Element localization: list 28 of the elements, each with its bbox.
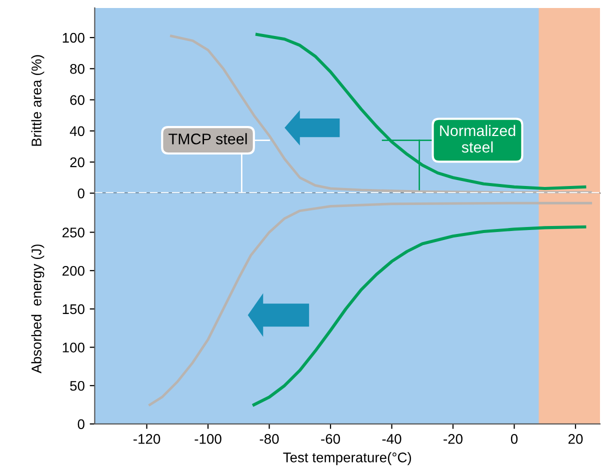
y-axis-title: Absorbed energy (J) — [31, 244, 44, 374]
y-tick-label: 80 — [70, 64, 84, 74]
y-tick-label: 20 — [70, 157, 84, 168]
y-tick-label: 200 — [62, 266, 84, 276]
line-series — [252, 225, 586, 406]
y-tick-label: 250 — [62, 228, 84, 238]
x-tick-label: 0 — [510, 434, 518, 444]
x-axis-title: Test temperature(°C) — [283, 452, 412, 466]
x-tick-label: -80 — [260, 434, 279, 444]
y-tick-label: 50 — [70, 380, 84, 391]
y-tick-label: 0 — [78, 419, 84, 430]
x-tick-label: -20 — [444, 434, 462, 444]
y-tick-label: 150 — [62, 304, 84, 314]
line-series — [255, 32, 586, 190]
series-label: TMCP steel — [168, 133, 247, 144]
x-tick-label: 20 — [568, 434, 583, 444]
x-tick-label: -60 — [321, 434, 340, 444]
y-tick-label: 100 — [62, 32, 84, 43]
y-tick-label: 60 — [70, 95, 84, 105]
x-tick-label: -100 — [194, 434, 222, 444]
y-tick-label: 40 — [70, 126, 84, 136]
line-series — [148, 202, 592, 406]
y-tick-label: 100 — [62, 342, 84, 352]
legend-label: Normalized steel — [440, 124, 516, 153]
y-axis-title: Brittle area (%) — [31, 55, 44, 146]
y-tick-label: 0 — [78, 188, 84, 198]
x-tick-label: -120 — [133, 434, 160, 444]
x-tick-label: -40 — [382, 434, 402, 444]
